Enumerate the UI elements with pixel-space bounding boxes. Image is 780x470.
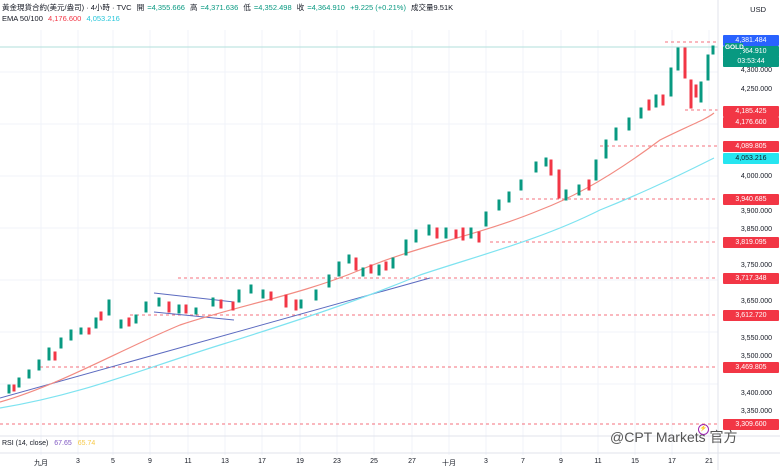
high-label: 高 bbox=[190, 3, 198, 12]
level-badge: 3,717.348 bbox=[723, 273, 779, 284]
level-badge: 4,185.425 bbox=[723, 106, 779, 117]
level-badge: 3,819.095 bbox=[723, 237, 779, 248]
candlesticks bbox=[7, 45, 715, 394]
price-tick: 3,400.000 bbox=[740, 390, 772, 397]
close-label: 收 bbox=[296, 3, 305, 12]
watermark: @CPT Markets 官方 bbox=[610, 429, 738, 445]
ema100-line bbox=[0, 157, 715, 409]
open-value: =4,355.666 bbox=[147, 3, 185, 12]
ema50-badge: 4,176.600 bbox=[723, 117, 779, 128]
time-label: 九月 bbox=[34, 460, 48, 467]
ema50-value: 4,176.600 bbox=[47, 14, 82, 23]
time-label: 25 bbox=[370, 458, 378, 465]
level-badge: 4,089.805 bbox=[723, 141, 779, 152]
price-tick: 4,250.000 bbox=[740, 86, 772, 93]
time-label: 7 bbox=[521, 458, 525, 465]
change-value: +9.225 (+0.21%) bbox=[350, 3, 406, 12]
time-label: 5 bbox=[111, 458, 115, 465]
time-label: 13 bbox=[221, 458, 229, 465]
price-tick: 3,500.000 bbox=[740, 353, 772, 360]
time-label: 十月 bbox=[442, 460, 456, 467]
lightning-icon[interactable]: ⚡ bbox=[698, 424, 709, 435]
time-label: 3 bbox=[76, 458, 80, 465]
time-label: 11 bbox=[594, 458, 602, 465]
time-label: 17 bbox=[258, 458, 266, 465]
symbol-tag: GOLD bbox=[725, 43, 744, 53]
price-tick: 4,300.000 bbox=[740, 67, 772, 74]
chart-header: 黃金現貨合約(美元/盎司) · 4小時 · TVC 開 =4,355.666 高 =… bbox=[2, 2, 456, 24]
price-tick: 3,350.000 bbox=[740, 408, 772, 415]
open-label: 開 bbox=[136, 3, 145, 12]
price-tick: 3,900.000 bbox=[740, 208, 772, 215]
time-label: 9 bbox=[148, 458, 152, 465]
ema-label[interactable]: EMA 50/100 bbox=[2, 14, 43, 23]
symbol-title[interactable]: 黃金現貨合約(美元/盎司) · 4小時 · TVC bbox=[2, 3, 132, 12]
low-value: =4,352.498 bbox=[253, 3, 292, 12]
time-label: 17 bbox=[668, 458, 676, 465]
price-tick: 3,850.000 bbox=[740, 226, 772, 233]
high-value: =4,371.636 bbox=[200, 3, 239, 12]
countdown-badge: 03:53:44 bbox=[723, 56, 779, 67]
low-label: 低 bbox=[243, 3, 251, 12]
level-badge: 3,469.805 bbox=[723, 362, 779, 373]
level-badge: 3,940.685 bbox=[723, 194, 779, 205]
close-value: =4,364.910 bbox=[307, 3, 345, 12]
volume-value: 成交量9.51K bbox=[411, 3, 454, 12]
price-tick: 3,750.000 bbox=[740, 262, 772, 269]
time-label: 9 bbox=[559, 458, 563, 465]
price-tick: 3,650.000 bbox=[740, 298, 772, 305]
time-label: 21 bbox=[705, 458, 713, 465]
level-lines[interactable] bbox=[0, 41, 718, 425]
currency-label[interactable]: USD bbox=[750, 5, 766, 14]
rsi-ma-value: 65.74 bbox=[77, 440, 96, 447]
price-tick: 4,000.000 bbox=[740, 173, 772, 180]
rsi-label: RSI (14, close) bbox=[2, 440, 49, 447]
price-tick: 3,550.000 bbox=[740, 335, 772, 342]
rsi-value: 67.65 bbox=[54, 440, 72, 447]
high-line-badge: 4,381.484 bbox=[723, 35, 779, 46]
ema100-value: 4,053.216 bbox=[86, 14, 120, 23]
time-label: 11 bbox=[184, 458, 192, 465]
time-label: 27 bbox=[408, 458, 416, 465]
ema100-badge: 4,053.216 bbox=[723, 153, 779, 164]
time-label: 19 bbox=[296, 458, 304, 465]
level-badge: 3,612.720 bbox=[723, 310, 779, 321]
time-label: 23 bbox=[333, 458, 341, 465]
current-price-badge: 4,364.910 bbox=[723, 46, 779, 57]
level-badge: 3,309.600 bbox=[723, 419, 779, 430]
time-label: 3 bbox=[484, 458, 488, 465]
time-label: 15 bbox=[631, 458, 639, 465]
rsi-legend[interactable]: RSI (14, close) 67.65 65.74 bbox=[2, 440, 95, 447]
